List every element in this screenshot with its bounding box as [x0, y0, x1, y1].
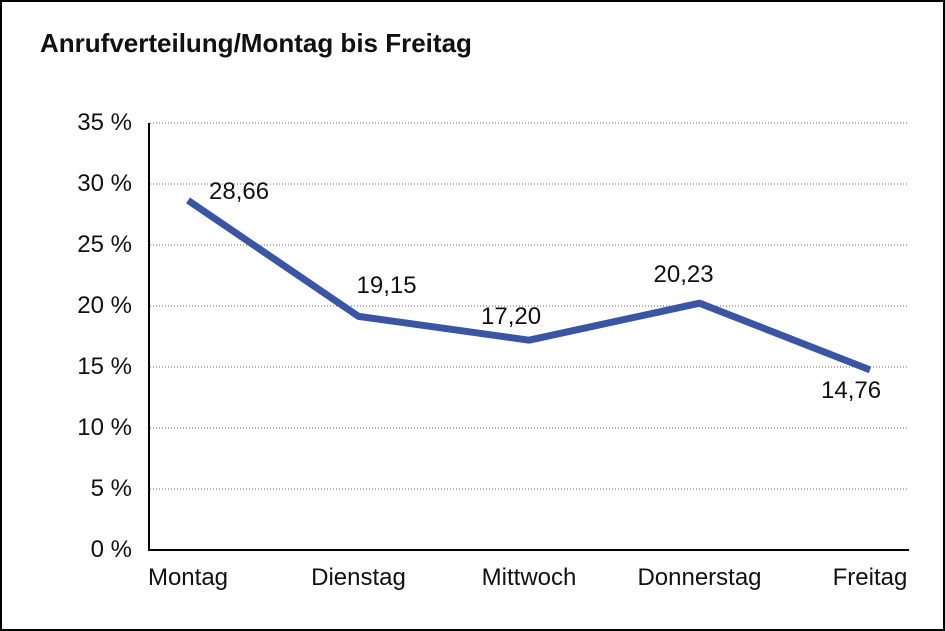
data-point-label: 19,15 [356, 272, 417, 300]
data-point-label: 20,23 [653, 261, 714, 289]
data-point-label: 14,76 [821, 376, 882, 404]
data-point-label: 28,66 [209, 178, 270, 206]
data-point-label: 17,20 [481, 303, 542, 331]
data-line [186, 197, 872, 374]
x-axis-category-label: Dienstag [311, 564, 406, 591]
y-axis-tick-label: 25 % [77, 231, 132, 258]
y-axis-tick-label: 10 % [77, 414, 132, 441]
y-axis-tick-label: 15 % [77, 353, 132, 380]
y-axis-tick-label: 35 % [77, 109, 132, 136]
x-axis-category-label: Mittwoch [481, 564, 577, 591]
y-axis-tick-label: 30 % [77, 170, 132, 197]
y-axis-tick-label: 5 % [90, 475, 132, 502]
x-axis-category-label: Donnerstag [637, 564, 762, 591]
y-axis-tick-label: 20 % [77, 292, 132, 319]
x-axis-category-label: Freitag [832, 564, 908, 591]
chart-title: Anrufverteilung/Montag bis Freitag [40, 28, 472, 58]
x-axis-category-label: Montag [147, 564, 229, 591]
y-axis-tick-label: 0 % [90, 536, 132, 563]
